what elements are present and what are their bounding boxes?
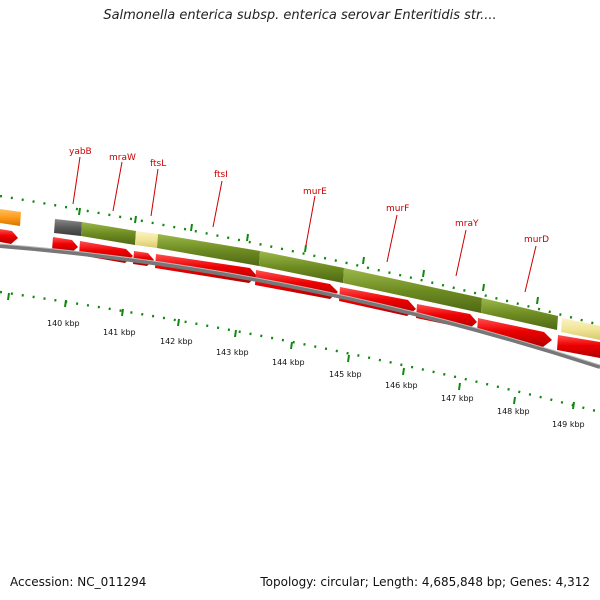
kbp-label-140: 140 kbp [47,319,80,328]
kbp-label-141: 141 kbp [103,328,136,337]
map-title: Salmonella enterica subsp. enterica sero… [103,8,497,23]
kbp-labels: 140 kbp 141 kbp 142 kbp 143 kbp 144 kbp … [47,319,585,429]
gene-label-ftsL[interactable]: ftsL [150,159,166,169]
gene-block-mraW[interactable] [81,222,136,245]
gene-label-murF[interactable]: murF [386,204,409,214]
gene-block-yellow-right[interactable] [561,318,600,340]
kbp-label-145: 145 kbp [329,370,362,379]
gene-labels: yabB mraW ftsL ftsI murE murF mraY murD [69,147,549,245]
gene-block-orange[interactable] [0,209,21,226]
gene-arrow-8[interactable] [416,304,477,329]
inner-major-ticks [7,292,575,410]
gene-arrow-1[interactable] [0,229,18,244]
gene-label-murE[interactable]: murE [303,187,327,197]
gene-track-upper [0,209,600,340]
gene-block-murE[interactable] [259,251,344,283]
outer-major-ticks [78,207,539,305]
kbp-label-142: 142 kbp [160,337,193,346]
gene-block-mraY-murD[interactable] [481,298,558,330]
kbp-label-148: 148 kbp [497,407,530,416]
gene-label-mraY[interactable]: mraY [455,219,479,229]
gene-arrow-9[interactable] [477,318,552,347]
gene-block-yabB[interactable] [54,219,82,236]
kbp-label-149: 149 kbp [552,420,585,429]
gene-block-murF[interactable] [343,268,482,313]
genome-backbone [0,244,600,369]
gene-leader-lines [72,156,537,293]
gene-label-murD[interactable]: murD [524,235,549,245]
gene-label-ftsI[interactable]: ftsI [214,170,228,180]
accession-text: Accession: NC_011294 [10,575,147,589]
gene-label-yabB[interactable]: yabB [69,147,92,157]
kbp-label-147: 147 kbp [441,394,474,403]
kbp-label-144: 144 kbp [272,358,305,367]
gene-block-ftsI[interactable] [157,234,260,266]
gene-block-ftsL[interactable] [135,231,158,248]
topology-summary-text: Topology: circular; Length: 4,685,848 bp… [260,575,590,589]
genome-backbone-highlight [0,243,600,366]
kbp-label-143: 143 kbp [216,348,249,357]
gene-label-mraW[interactable]: mraW [109,153,136,163]
gene-arrow-10[interactable] [557,335,600,358]
kbp-label-146: 146 kbp [385,381,418,390]
